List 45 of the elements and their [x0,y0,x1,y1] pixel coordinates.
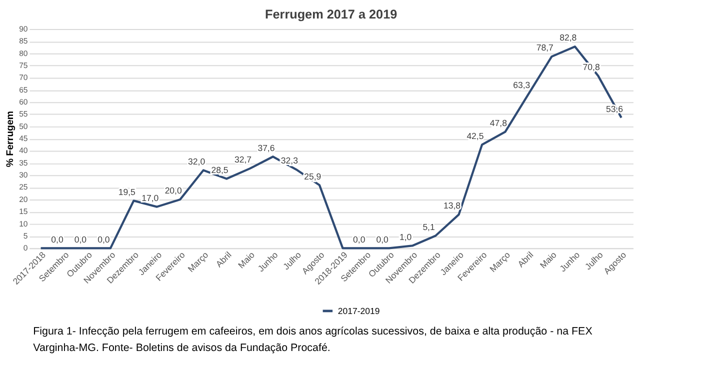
data-label: 0,0 [98,234,110,244]
y-tick-label: 60 [19,98,28,107]
data-label: 42,5 [466,130,484,141]
data-label: 1,0 [399,232,412,242]
data-label: 5,1 [422,222,435,232]
data-label: 17,0 [142,192,159,203]
y-tick-label: 10 [19,219,28,228]
y-tick-label: 75 [19,61,28,70]
y-tick-label: 50 [19,122,28,131]
data-label: 13,8 [443,200,461,211]
data-label: 82,8 [560,32,577,43]
line-series [40,46,622,250]
chart-title: Ferrugem 2017 a 2019 [265,7,398,22]
y-tick-label: 20 [19,194,28,204]
y-tick-label: 65 [19,85,28,94]
data-label: 78,7 [536,42,554,53]
data-label: 0,0 [376,234,389,244]
data-label: 63,3 [513,80,530,90]
y-tick-label: 45 [19,134,28,144]
y-tick-label: 25 [19,182,28,192]
y-tick-label: 80 [19,48,28,58]
data-label: 28,5 [211,164,228,175]
text: Figura 1- Infecção pela ferrugem em cafeeiros, em dois anos agrícolas sucessivos, de baixa e alta produção - na FEX Varginha-MG. Fonte- Boletins de avisos da Fundação Procafé. [33,325,592,354]
y-tick-label: 40 [19,146,28,156]
y-tick-label: 15 [19,207,28,216]
y-tick-label: 55 [19,110,28,119]
data-label: 37,6 [258,142,275,153]
y-tick-label: 85 [19,36,28,46]
data-label: 19,5 [118,186,136,197]
data-label: 0,0 [74,234,87,244]
data-label: 47,8 [490,118,508,128]
y-tick-label: 35 [19,158,28,168]
y-tick-label: 5 [23,231,28,240]
data-label: 32,0 [188,156,206,166]
y-tick-label: 90 [19,24,28,34]
y-tick-label: 0 [23,244,28,253]
data-label: 20,0 [164,186,182,196]
data-label: 0,0 [353,234,366,244]
data-label: 0,0 [51,234,64,244]
data-label: 32,3 [280,156,298,166]
y-tick-label: 30 [19,170,28,180]
y-axis-title: % Ferrugem [5,110,16,168]
data-label: 32,7 [234,154,252,165]
y-tick-label: 70 [19,73,28,82]
legend-label: 2017-2019 [338,306,380,316]
